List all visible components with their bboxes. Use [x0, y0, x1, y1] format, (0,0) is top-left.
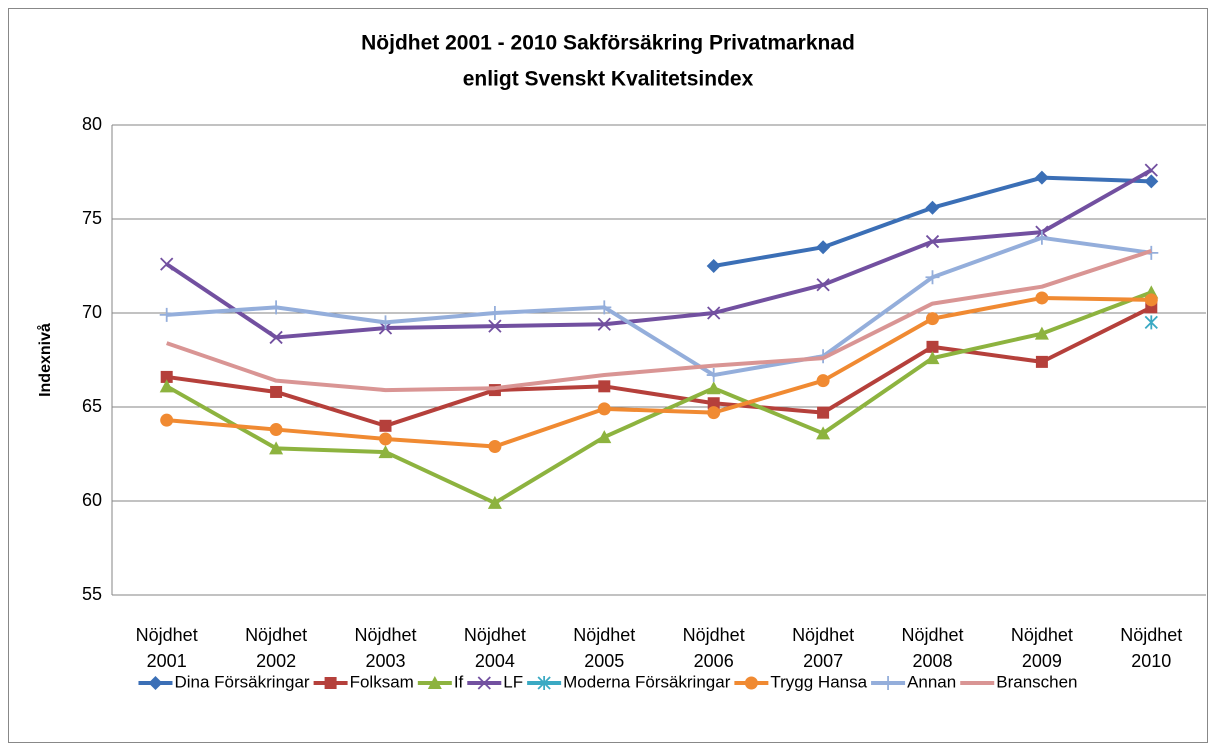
- marker: [324, 677, 337, 689]
- marker: [817, 406, 830, 419]
- marker: [925, 234, 940, 249]
- marker: [487, 495, 502, 509]
- marker: [1035, 355, 1048, 368]
- marker: [597, 300, 612, 315]
- legend-label: Trygg Hansa: [770, 672, 867, 691]
- marker: [488, 319, 502, 333]
- legend-label: Branschen: [996, 672, 1077, 691]
- marker: [378, 445, 393, 459]
- marker: [537, 676, 551, 690]
- y-tick-label: 60: [82, 490, 102, 510]
- legend-label: Folksam: [350, 672, 414, 691]
- x-tick-label: Nöjdhet 2003: [354, 625, 417, 671]
- marker: [1144, 315, 1158, 330]
- x-tick-label: Nöjdhet 2009: [1010, 625, 1073, 671]
- marker: [427, 676, 442, 689]
- marker: [269, 300, 284, 315]
- x-tick-label: Nöjdhet 2004: [463, 625, 526, 671]
- series-line: [165, 168, 1153, 340]
- marker: [487, 306, 502, 320]
- marker: [597, 402, 611, 416]
- marker: [160, 413, 174, 427]
- marker: [707, 306, 721, 320]
- marker: [159, 379, 174, 393]
- marker: [707, 397, 720, 410]
- x-tick-label: Nöjdhet 2002: [245, 625, 308, 671]
- marker: [1035, 291, 1049, 305]
- y-tick-label: 55: [82, 584, 102, 604]
- marker: [379, 432, 392, 446]
- marker: [379, 419, 392, 432]
- marker: [270, 385, 283, 398]
- y-axis-label: Indexnivå: [36, 323, 54, 397]
- marker: [1144, 163, 1158, 177]
- x-tick-label: Nöjdhet 2001: [135, 625, 198, 671]
- marker: [925, 270, 940, 285]
- legend-item: Branschen: [960, 672, 1078, 691]
- chart-title: Nöjdhet 2001 - 2010 Sakförsäkring Privat…: [361, 32, 855, 55]
- legend-item: Trygg Hansa: [734, 672, 868, 691]
- marker: [707, 406, 721, 420]
- marker: [881, 676, 896, 690]
- marker: [160, 257, 174, 271]
- series-line: [166, 295, 1152, 449]
- marker: [816, 240, 831, 255]
- marker: [816, 278, 830, 292]
- x-tick-label: Nöjdhet 2007: [792, 625, 855, 671]
- series-line: [166, 305, 1153, 428]
- legend-label: Annan: [907, 672, 956, 691]
- x-tick-label: Nöjdhet 2008: [901, 625, 964, 671]
- marker: [269, 441, 284, 455]
- y-tick-label: 70: [82, 302, 102, 322]
- marker: [160, 370, 173, 383]
- legend-item: Moderna Försäkringar: [527, 672, 731, 691]
- marker: [926, 312, 939, 326]
- marker: [1144, 174, 1159, 189]
- marker: [148, 676, 163, 690]
- y-tick-label: 65: [82, 396, 102, 416]
- marker: [598, 380, 611, 393]
- marker: [1034, 230, 1049, 245]
- marker: [597, 430, 612, 444]
- marker: [706, 259, 721, 273]
- legend-item: Dina Försäkringar: [138, 672, 310, 691]
- chart-subtitle: enligt Svenskt Kvalitetsindex: [463, 68, 754, 91]
- marker: [597, 317, 611, 331]
- marker: [816, 426, 831, 440]
- marker: [378, 315, 393, 330]
- marker: [706, 368, 721, 383]
- marker: [159, 307, 174, 322]
- marker: [926, 340, 939, 353]
- x-tick-label: Nöjdhet 2010: [1120, 625, 1183, 671]
- x-tick-label: Nöjdhet 2005: [573, 625, 636, 671]
- legend-label: Moderna Försäkringar: [563, 672, 731, 691]
- marker: [1144, 293, 1158, 307]
- marker: [269, 423, 283, 437]
- y-tick-label: 75: [82, 208, 102, 228]
- x-tick-label: Nöjdhet 2006: [682, 625, 745, 671]
- marker: [488, 439, 502, 453]
- marker: [816, 374, 830, 388]
- marker: [706, 381, 721, 395]
- marker: [1034, 170, 1049, 185]
- legend-label: If: [454, 672, 464, 691]
- series-line: [166, 249, 1152, 393]
- y-tick-label: 80: [82, 114, 102, 134]
- legend-label: Dina Försäkringar: [174, 672, 309, 691]
- legend-item: Folksam: [313, 672, 414, 691]
- marker: [744, 676, 758, 690]
- marker: [477, 676, 491, 690]
- legend-item: Annan: [871, 672, 956, 691]
- series-line: [166, 235, 1152, 378]
- legend-label: LF: [503, 672, 523, 691]
- legend-item: LF: [467, 672, 523, 691]
- marker: [925, 200, 940, 215]
- marker: [1034, 326, 1049, 340]
- marker: [925, 351, 940, 365]
- marker: [269, 330, 283, 345]
- legend-item: If: [417, 672, 464, 691]
